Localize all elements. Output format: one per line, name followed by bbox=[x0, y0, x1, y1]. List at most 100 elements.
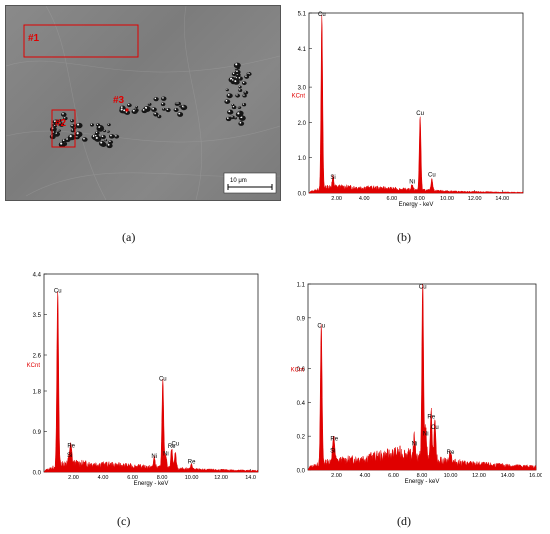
caption-c: (c) bbox=[117, 514, 131, 528]
particle-highlight bbox=[238, 77, 241, 79]
particle bbox=[225, 116, 232, 122]
particle bbox=[161, 96, 167, 101]
particle bbox=[95, 123, 101, 127]
particle bbox=[61, 112, 67, 117]
particle bbox=[176, 101, 182, 106]
particle-highlight bbox=[225, 99, 228, 102]
peak-label: Ni bbox=[163, 451, 169, 457]
particle bbox=[131, 109, 138, 115]
x-tick-label: 10.00 bbox=[440, 196, 454, 202]
particle-cluster bbox=[49, 62, 252, 149]
particle-highlight bbox=[107, 123, 110, 125]
particle bbox=[57, 129, 61, 132]
particle bbox=[75, 122, 83, 129]
x-tick-label: 2.00 bbox=[68, 475, 79, 481]
peak-label: Ni bbox=[423, 432, 429, 438]
x-axis-label: Energy - keV bbox=[399, 202, 434, 208]
caption-d: (d) bbox=[397, 514, 411, 528]
particle-highlight bbox=[236, 94, 238, 96]
peak-label: Cu bbox=[431, 425, 439, 431]
particle bbox=[233, 62, 241, 69]
particle-highlight bbox=[174, 108, 177, 110]
particle-highlight bbox=[235, 68, 237, 70]
x-tick-label: 14.00 bbox=[495, 196, 509, 202]
peak-label: Ni bbox=[151, 454, 157, 460]
particle-highlight bbox=[76, 132, 79, 135]
particle-highlight bbox=[107, 130, 109, 132]
particle-highlight bbox=[107, 143, 110, 146]
particle-highlight bbox=[242, 81, 245, 84]
particle bbox=[237, 76, 243, 81]
particle-highlight bbox=[183, 106, 185, 108]
particle bbox=[94, 136, 102, 142]
particle-highlight bbox=[178, 112, 181, 115]
particle bbox=[182, 106, 187, 109]
x-tick-label: 12.00 bbox=[214, 475, 228, 481]
particle bbox=[108, 140, 114, 145]
particle bbox=[227, 109, 234, 115]
y-tick-label: 0.0 bbox=[33, 471, 42, 477]
y-tick-label: 0.4 bbox=[297, 401, 306, 407]
particle bbox=[104, 139, 108, 142]
particle-highlight bbox=[95, 134, 97, 137]
particle-highlight bbox=[100, 141, 103, 144]
particle-highlight bbox=[52, 131, 54, 133]
particle-highlight bbox=[101, 135, 104, 137]
y-tick-label: 0.0 bbox=[298, 192, 307, 198]
particle-highlight bbox=[238, 106, 240, 108]
particle bbox=[226, 93, 233, 99]
caption-b: (b) bbox=[397, 230, 411, 244]
peak-label: Re bbox=[330, 436, 338, 442]
particle-highlight bbox=[64, 117, 66, 119]
particle bbox=[100, 134, 106, 140]
particle-highlight bbox=[109, 140, 111, 143]
particle bbox=[242, 81, 247, 86]
scale-bar-box bbox=[223, 172, 277, 194]
peak-label: Ni bbox=[412, 442, 418, 448]
peak-label: Cu bbox=[172, 441, 180, 447]
x-tick-label: 6.00 bbox=[127, 475, 138, 481]
region-label-1: #1 bbox=[28, 33, 40, 44]
particle-highlight bbox=[236, 70, 238, 73]
y-axis-label: KCnt bbox=[291, 367, 305, 373]
peak-label: Re bbox=[427, 415, 435, 421]
particle bbox=[225, 88, 229, 92]
micrograph-overlay: #1 #2 #3 10 μm bbox=[6, 6, 280, 200]
particle-highlight bbox=[110, 134, 112, 137]
particle-highlight bbox=[226, 117, 229, 119]
x-tick-label: 8.00 bbox=[417, 473, 428, 479]
particle-highlight bbox=[232, 105, 235, 108]
particle-highlight bbox=[228, 110, 231, 113]
particle bbox=[108, 134, 115, 139]
y-tick-label: 2.0 bbox=[298, 121, 307, 127]
particle bbox=[141, 108, 148, 114]
peak-label: Cu bbox=[318, 12, 326, 18]
particle-highlight bbox=[235, 76, 237, 79]
x-tick-label: 10.00 bbox=[185, 475, 199, 481]
peak-label: Si bbox=[330, 175, 335, 181]
peak-label: Cu bbox=[317, 323, 325, 329]
particle-highlight bbox=[77, 123, 80, 126]
plot-frame bbox=[43, 273, 259, 473]
y-tick-label: 0.2 bbox=[297, 435, 306, 441]
region-box-1 bbox=[23, 24, 139, 58]
y-tick-label: 0.9 bbox=[33, 430, 42, 436]
particle-highlight bbox=[144, 106, 148, 110]
particle bbox=[106, 130, 110, 133]
particle bbox=[238, 121, 245, 126]
particle-highlight bbox=[83, 137, 85, 140]
particle-highlight bbox=[59, 122, 61, 124]
peak-label: Cu bbox=[54, 289, 62, 295]
particle-highlight bbox=[96, 123, 99, 126]
particle bbox=[235, 111, 244, 118]
y-tick-label: 0.0 bbox=[297, 469, 306, 475]
particle bbox=[94, 131, 100, 136]
particle-highlight bbox=[227, 93, 230, 96]
particle-highlight bbox=[123, 109, 126, 112]
peak-label: Si bbox=[330, 448, 335, 454]
particle bbox=[242, 103, 247, 107]
particle-highlight bbox=[239, 85, 241, 87]
spectrum-series bbox=[307, 283, 537, 471]
particle bbox=[238, 85, 242, 89]
particle bbox=[160, 102, 166, 107]
